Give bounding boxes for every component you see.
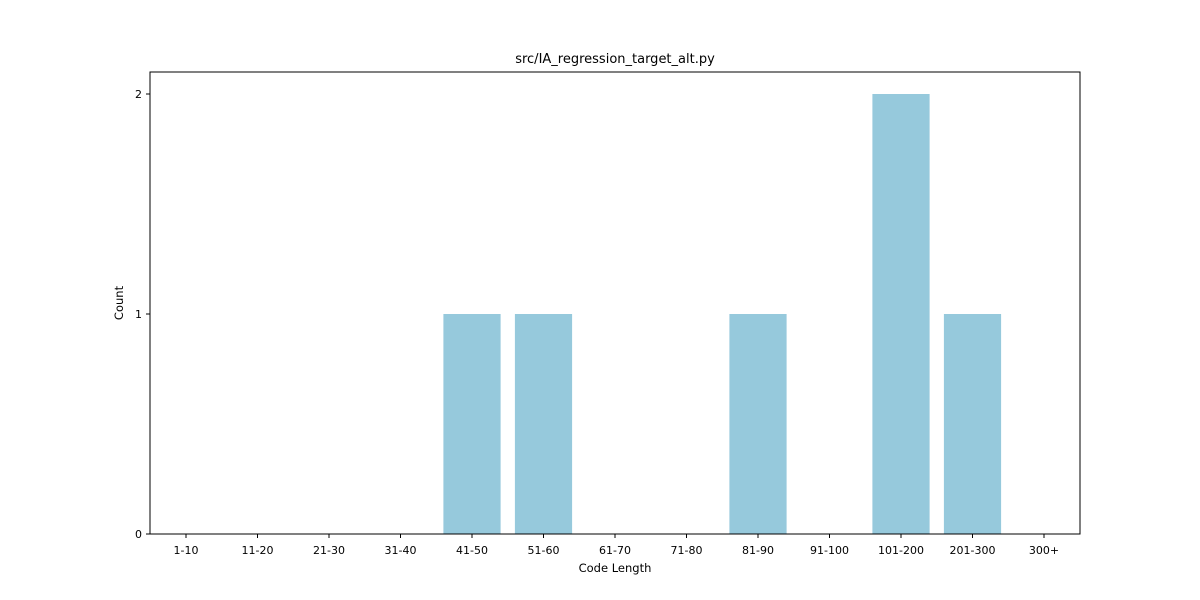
- y-axis-label: Count: [112, 285, 126, 320]
- bar-201-300: [943, 314, 1002, 534]
- bar-101-200: [872, 94, 930, 534]
- x-axis: 1-10 11-20 21-30 31-40 41-50 51-60 61-70 71-80 8…: [174, 534, 1059, 557]
- bars-group: [443, 94, 1002, 534]
- y-tick-label: 2: [135, 88, 142, 101]
- x-tick-label: 201-300: [950, 544, 996, 557]
- bar-41-50: [443, 314, 501, 534]
- plot-frame: [149, 71, 1081, 535]
- x-tick-label: 91-100: [810, 544, 849, 557]
- y-axis: 0 1 2: [135, 88, 150, 541]
- x-tick-label: 21-30: [313, 544, 345, 557]
- x-tick-label: 31-40: [385, 544, 417, 557]
- x-axis-label: Code Length: [579, 561, 652, 575]
- x-tick-label: 300+: [1029, 544, 1059, 557]
- x-tick-label: 51-60: [528, 544, 560, 557]
- x-tick-label: 81-90: [742, 544, 774, 557]
- x-tick-label: 101-200: [878, 544, 924, 557]
- x-tick-label: 71-80: [671, 544, 703, 557]
- x-tick-label: 61-70: [599, 544, 631, 557]
- x-tick-label: 1-10: [174, 544, 199, 557]
- x-tick-label: 11-20: [242, 544, 274, 557]
- y-tick-label: 0: [135, 528, 142, 541]
- bar-51-60: [514, 314, 573, 534]
- bar-81-90: [729, 314, 787, 534]
- x-tick-label: 41-50: [456, 544, 488, 557]
- y-tick-label: 1: [135, 308, 142, 321]
- chart-title: src/IA_regression_target_alt.py: [515, 52, 715, 67]
